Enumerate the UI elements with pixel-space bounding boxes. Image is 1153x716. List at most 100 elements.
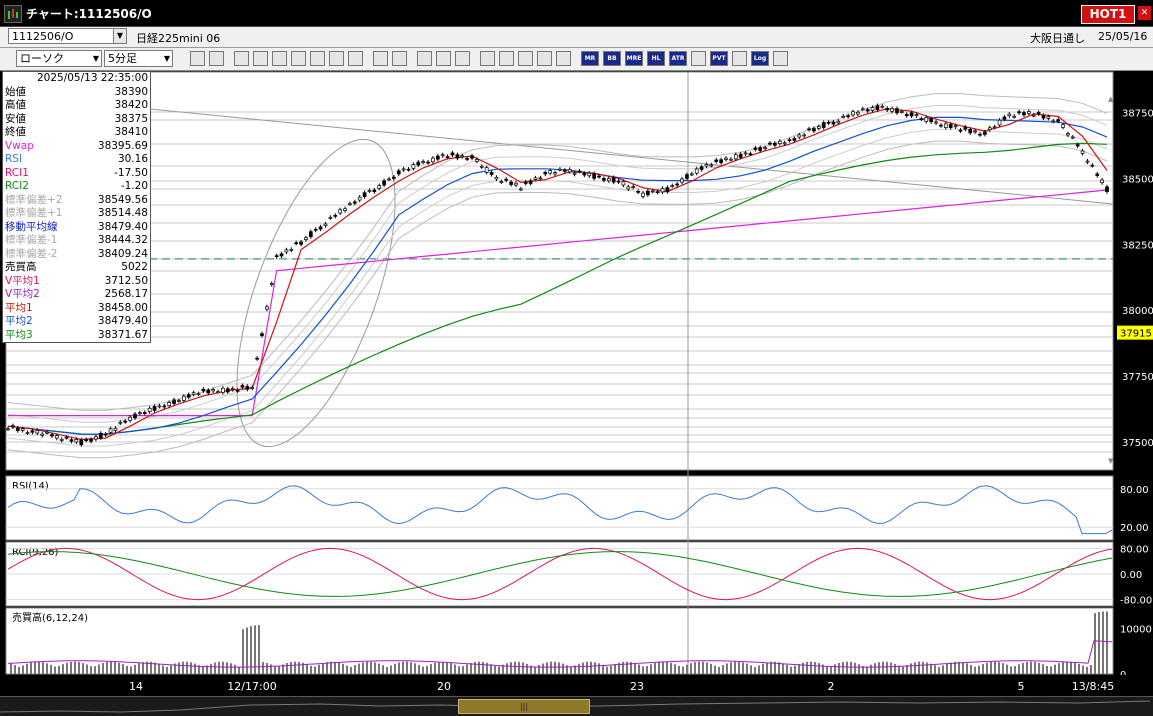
volume-bar bbox=[1002, 663, 1004, 674]
data-row: V平均2 2568.17 bbox=[3, 288, 150, 302]
candle-body bbox=[968, 129, 973, 134]
data-datetime: 2025/05/13 22:35:00 bbox=[36, 72, 148, 84]
chart-type-select[interactable]: ローソク ▼ bbox=[16, 50, 102, 67]
mr-icon[interactable]: MR bbox=[581, 51, 599, 66]
search-icon[interactable] bbox=[499, 51, 514, 66]
volume-bar bbox=[150, 661, 152, 674]
candle-body bbox=[167, 402, 172, 406]
volume-bar bbox=[366, 661, 368, 674]
scroll-up-icon: ▲ bbox=[1108, 95, 1114, 103]
memo-icon[interactable] bbox=[310, 51, 325, 66]
volume-bar bbox=[650, 664, 652, 674]
hl-icon[interactable]: HL bbox=[647, 51, 665, 66]
volume-bar bbox=[926, 662, 928, 674]
volume-bar bbox=[1090, 664, 1092, 674]
candle-body bbox=[587, 172, 592, 177]
interval-select[interactable]: 5分足 ▼ bbox=[104, 50, 173, 67]
split-icon[interactable] bbox=[348, 51, 363, 66]
candle-body bbox=[577, 170, 582, 173]
log-icon[interactable]: Log bbox=[751, 51, 769, 66]
volume-bar bbox=[354, 665, 356, 674]
chart-area[interactable]: 38750 38500 38250 38000 37750 37500 37915 ▲ ▼ RSI… bbox=[0, 71, 1153, 696]
candle-body bbox=[533, 177, 538, 180]
mark-icon[interactable] bbox=[556, 51, 571, 66]
volume-bar bbox=[774, 661, 776, 674]
data-row: 標準偏差+2 38549.56 bbox=[3, 194, 150, 208]
bar-icon[interactable] bbox=[518, 51, 533, 66]
volume-bar bbox=[54, 666, 56, 674]
volume-bar bbox=[562, 663, 564, 674]
close-icon[interactable]: ✕ bbox=[1138, 6, 1151, 20]
volume-bar bbox=[958, 661, 960, 674]
symbol-input[interactable]: 1112506/O bbox=[8, 28, 126, 44]
volume-bar bbox=[258, 625, 260, 674]
all-icon[interactable] bbox=[392, 51, 407, 66]
merge-icon[interactable] bbox=[373, 51, 388, 66]
volume-bar bbox=[430, 664, 432, 674]
volume-bar bbox=[686, 664, 688, 674]
data-row: 標準偏差-2 38409.24 bbox=[3, 248, 150, 262]
candle-body bbox=[499, 181, 504, 183]
box-icon[interactable] bbox=[732, 51, 747, 66]
volume-bar bbox=[226, 662, 228, 674]
volume-bar bbox=[962, 662, 964, 674]
candle-body bbox=[245, 386, 250, 390]
draw-icon[interactable] bbox=[234, 51, 249, 66]
candle-body bbox=[660, 188, 665, 193]
export-icon[interactable] bbox=[773, 51, 788, 66]
hot-button[interactable]: HOT1 bbox=[1081, 5, 1135, 24]
volume-bar bbox=[954, 661, 956, 674]
volume-bar bbox=[490, 664, 492, 674]
volume-bar bbox=[338, 662, 340, 674]
symbol-dropdown-icon[interactable]: ▼ bbox=[113, 28, 127, 44]
volume-bar bbox=[250, 626, 252, 674]
candle-body bbox=[689, 173, 694, 176]
candle-body bbox=[646, 190, 650, 196]
mre-icon[interactable]: MRE bbox=[625, 51, 643, 66]
data-row: RSI 30.16 bbox=[3, 153, 150, 167]
candle-body bbox=[445, 156, 450, 158]
bb-icon[interactable]: BB bbox=[603, 51, 621, 66]
candle-body bbox=[421, 161, 426, 163]
candle-body bbox=[856, 111, 860, 115]
settings-icon[interactable] bbox=[417, 51, 432, 66]
volume-bar bbox=[810, 661, 812, 674]
candle-body bbox=[45, 431, 49, 434]
volume-bar bbox=[82, 663, 84, 674]
candle-body bbox=[948, 124, 953, 128]
candle-body bbox=[294, 242, 299, 245]
pen-icon[interactable] bbox=[253, 51, 268, 66]
import-icon[interactable] bbox=[480, 51, 495, 66]
candle-body bbox=[142, 412, 147, 414]
candle-body bbox=[411, 164, 416, 169]
candle-body bbox=[181, 395, 186, 401]
candle-body bbox=[1066, 133, 1070, 136]
time-scrollbar[interactable]: ||| bbox=[0, 696, 1153, 716]
volume-bar bbox=[1038, 662, 1040, 674]
atr-icon[interactable]: ATR bbox=[669, 51, 687, 66]
chart-canvas[interactable]: 38750 38500 38250 38000 37750 37500 37915 ▲ ▼ RSI… bbox=[0, 71, 1153, 696]
volume-bar bbox=[406, 661, 408, 674]
save-icon[interactable] bbox=[291, 51, 306, 66]
pos-icon[interactable] bbox=[691, 51, 706, 66]
palette-icon[interactable] bbox=[455, 51, 470, 66]
volume-bar bbox=[738, 661, 740, 674]
volume-bar bbox=[998, 662, 1000, 674]
candle-body bbox=[909, 112, 914, 117]
window-icon[interactable] bbox=[209, 51, 224, 66]
volume-average-line bbox=[7, 640, 1113, 668]
pvt-icon[interactable]: PVT bbox=[710, 51, 728, 66]
volume-bar bbox=[470, 662, 472, 674]
data-row-label: 平均2 bbox=[5, 315, 33, 327]
data-row-label: 平均3 bbox=[5, 328, 33, 341]
volume-bar bbox=[542, 663, 544, 674]
tools-icon[interactable] bbox=[436, 51, 451, 66]
delete-icon[interactable] bbox=[329, 51, 344, 66]
line-icon[interactable] bbox=[537, 51, 552, 66]
data-row-label: 安値 bbox=[5, 112, 26, 125]
zoom-icon[interactable] bbox=[190, 51, 205, 66]
cursor-icon[interactable] bbox=[272, 51, 287, 66]
volume-bar bbox=[770, 661, 772, 674]
scrollbar-thumb[interactable]: ||| bbox=[458, 699, 590, 714]
candle-body bbox=[919, 118, 924, 120]
